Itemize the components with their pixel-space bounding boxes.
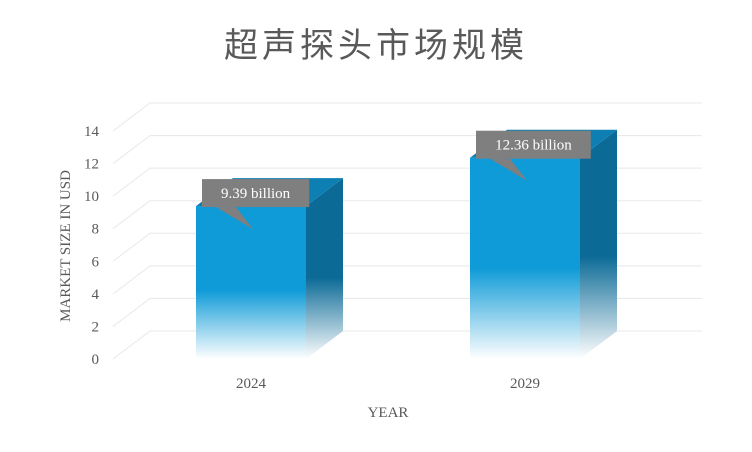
bar — [470, 129, 617, 359]
x-tick-label: 2024 — [236, 376, 267, 392]
bars — [196, 129, 617, 359]
chart-title: 超声探头市场规模 — [224, 26, 528, 66]
gridline — [112, 102, 702, 132]
y-tick-label: 8 — [92, 222, 100, 238]
bar-side — [306, 178, 343, 359]
data-label-pointer — [216, 207, 253, 230]
data-label-text: 9.39 billion — [221, 186, 291, 202]
y-tick-label: 6 — [92, 254, 100, 270]
x-tick-label: 2029 — [510, 376, 540, 392]
y-tick-label: 4 — [92, 287, 100, 303]
data-label-pointer — [490, 158, 527, 181]
y-tick-label: 12 — [84, 157, 99, 173]
bar-front — [470, 157, 580, 359]
data-label: 9.39 billion — [202, 179, 310, 230]
bar-side — [580, 129, 617, 359]
data-label-text: 12.36 billion — [495, 138, 572, 154]
x-axis-title: YEAR — [368, 405, 409, 421]
y-tick-label: 2 — [92, 319, 100, 335]
y-tick-label: 10 — [84, 189, 99, 205]
x-tick-labels: 2024 2029 — [236, 376, 540, 392]
y-tick-labels: 0 2 4 6 8 10 12 14 — [84, 124, 100, 368]
data-label: 12.36 billion — [476, 130, 591, 181]
data-label-box — [202, 179, 310, 208]
data-label-box — [476, 130, 591, 159]
bar-front — [196, 206, 306, 359]
y-tick-label: 14 — [84, 124, 100, 140]
data-labels: 9.39 billion 12.36 billion — [202, 130, 591, 230]
y-tick-label: 0 — [92, 352, 100, 368]
y-axis-title: MARKET SIZE IN USD — [58, 170, 74, 322]
